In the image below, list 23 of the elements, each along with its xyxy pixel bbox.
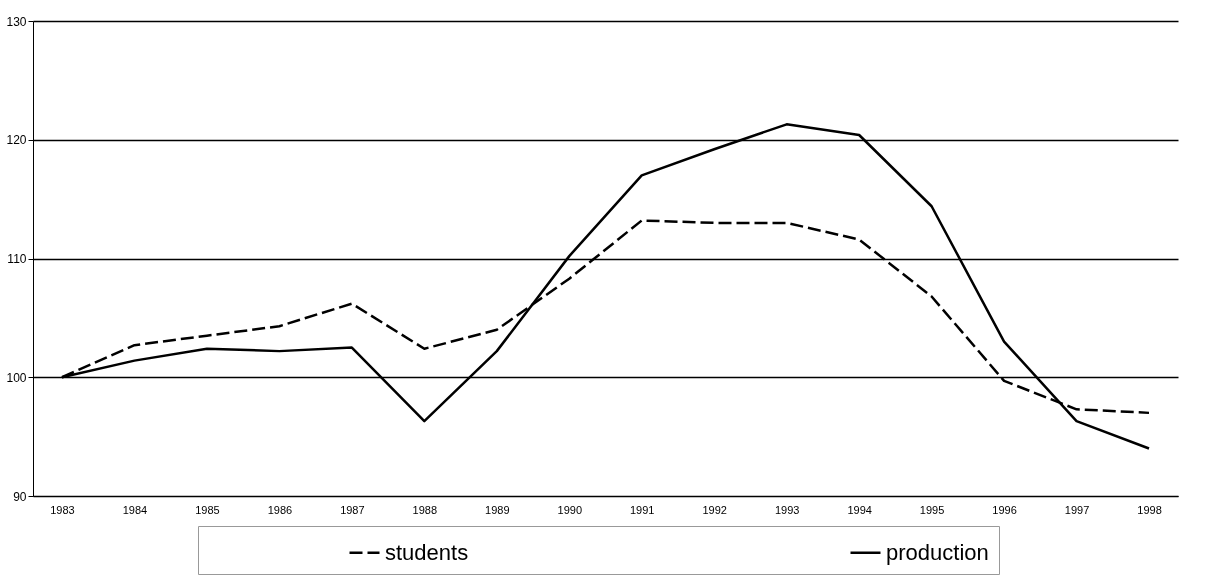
- x-tick-label: 1986: [267, 503, 293, 516]
- x-tick-label: 1985: [195, 503, 220, 516]
- x-tick-label: 1989: [485, 503, 510, 516]
- x-tick-label: 1991: [629, 503, 655, 516]
- x-tick-label: 1993: [774, 503, 800, 516]
- y-tick-label: 100: [6, 370, 27, 385]
- x-tick-label: 1992: [702, 503, 727, 516]
- y-tick-label: 110: [7, 252, 27, 266]
- legend-label: production: [886, 539, 989, 565]
- x-tick-label: 1990: [557, 503, 583, 516]
- y-tick-label: 90: [13, 489, 27, 504]
- x-tick-label: 1984: [122, 503, 148, 516]
- x-tick-label: 1998: [1137, 503, 1162, 516]
- legend-label: students: [385, 539, 469, 565]
- x-tick-label: 1988: [412, 503, 438, 516]
- x-tick-label: 1987: [340, 503, 365, 516]
- y-tick-label: 120: [6, 133, 27, 148]
- x-tick-label: 1997: [1064, 503, 1090, 516]
- x-tick-label: 1996: [992, 503, 1017, 516]
- x-tick-label: 1995: [919, 503, 945, 516]
- y-tick-label: 130: [6, 14, 27, 29]
- x-tick-label: 1983: [50, 503, 75, 516]
- x-tick-label: 1994: [847, 503, 872, 516]
